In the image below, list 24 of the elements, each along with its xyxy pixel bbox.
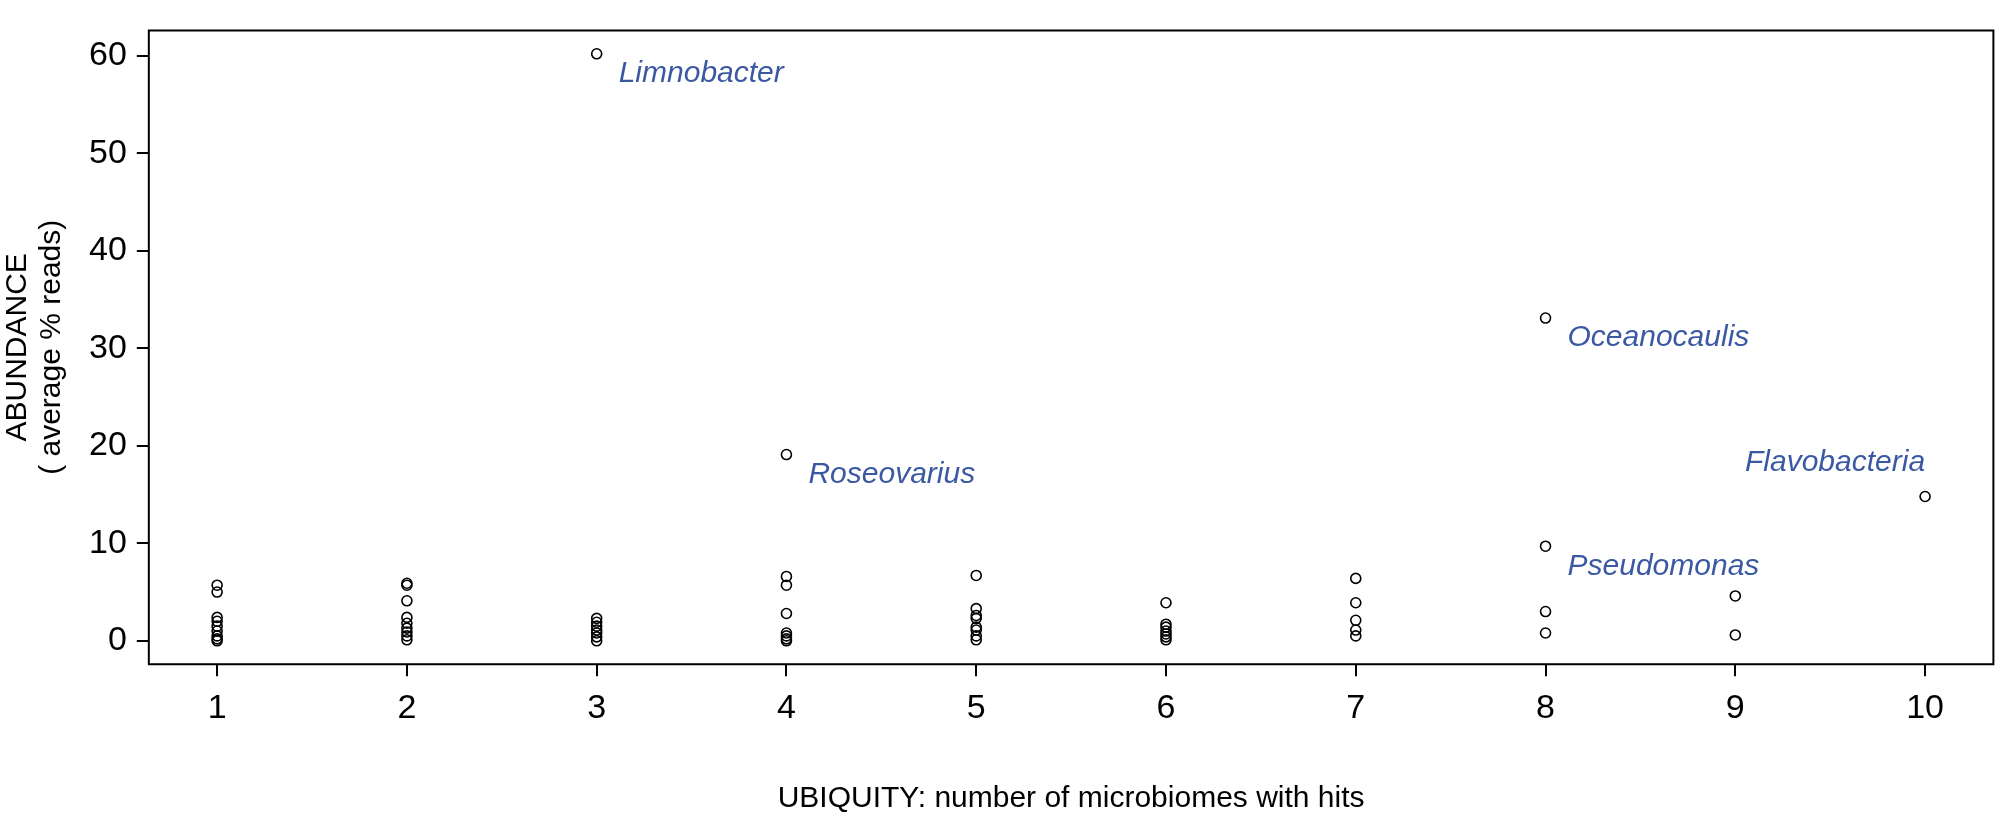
y-tick-label: 60: [88, 34, 127, 73]
annotation: Pseudomonas: [1567, 547, 1760, 581]
x-tick-label: 8: [1536, 686, 1555, 725]
annotation: Flavobacteria: [1744, 443, 1926, 477]
x-tick-label: 10: [1906, 686, 1944, 725]
x-tick-label: 1: [207, 686, 227, 725]
y-tick-label: 50: [88, 131, 127, 170]
x-tick-label: 3: [587, 686, 607, 725]
annotation: Limnobacter: [618, 55, 785, 89]
x-axis-title: UBIQUITY: number of microbiomes with hits: [777, 780, 1365, 814]
x-tick-label: 2: [397, 686, 417, 725]
x-tick-label: 7: [1346, 686, 1366, 725]
y-tick-label: 10: [88, 521, 127, 560]
annotation: Roseovarius: [808, 455, 976, 489]
y-tick-label: 30: [88, 326, 127, 365]
x-tick-label: 6: [1156, 686, 1176, 725]
x-tick-label: 4: [776, 686, 796, 725]
y-tick-label: 0: [107, 619, 127, 658]
x-tick-label: 9: [1725, 686, 1745, 725]
y-tick-label: 20: [88, 424, 127, 463]
x-tick-label: 5: [966, 686, 986, 725]
y-axis-title: ABUNDANCE ( average % reads): [0, 219, 67, 475]
y-tick-label: 40: [88, 229, 127, 268]
annotation: Oceanocaulis: [1567, 319, 1750, 353]
